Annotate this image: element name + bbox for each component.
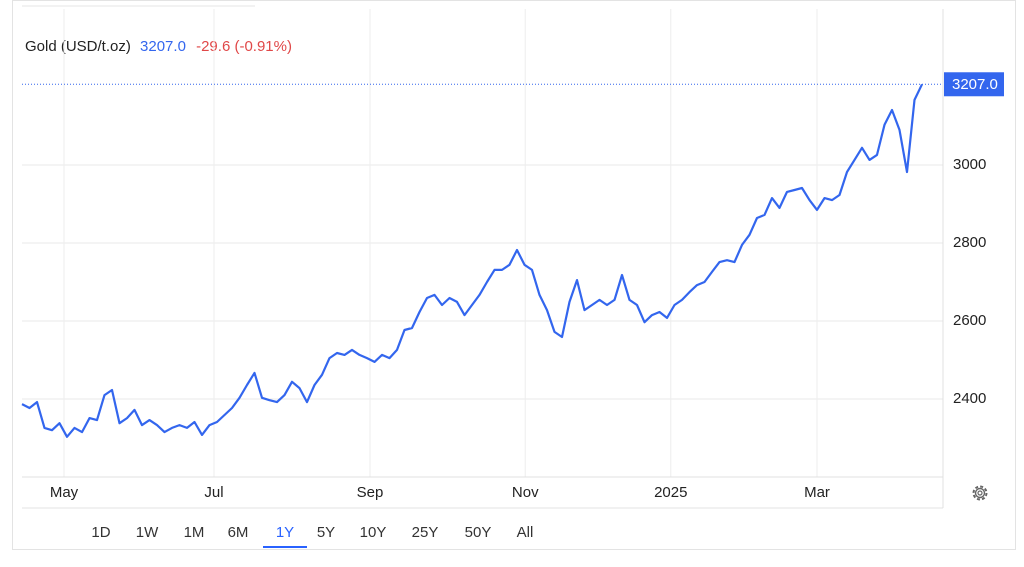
price-change: -29.6 (-0.91%) xyxy=(196,38,292,55)
range-button[interactable]: 1M xyxy=(184,524,205,541)
last-price: 3207.0 xyxy=(140,38,186,55)
settings-icon[interactable] xyxy=(972,485,988,501)
range-button[interactable]: All xyxy=(517,524,534,541)
y-tick-label: 2800 xyxy=(953,234,986,251)
y-tick-label: 2400 xyxy=(953,390,986,407)
y-tick-label: 3000 xyxy=(953,156,986,173)
last-price-box xyxy=(944,72,1004,97)
x-tick-label: 2025 xyxy=(654,484,687,501)
y-tick-label: 2600 xyxy=(953,312,986,329)
range-button[interactable]: 25Y xyxy=(412,524,439,541)
range-button[interactable]: 10Y xyxy=(360,524,387,541)
last-price-label: 3207.0 xyxy=(952,76,998,93)
range-button[interactable]: 5Y xyxy=(317,524,335,541)
range-button[interactable]: 6M xyxy=(228,524,249,541)
x-tick-label: Nov xyxy=(512,484,539,501)
price-line xyxy=(21,83,923,438)
x-tick-label: May xyxy=(50,484,79,501)
range-button[interactable]: 1D xyxy=(91,524,110,541)
x-tick-label: Jul xyxy=(204,484,223,501)
range-underline xyxy=(263,546,307,548)
x-tick-label: Mar xyxy=(804,484,830,501)
range-button[interactable]: 1W xyxy=(136,524,159,541)
chart-header: Gold (USD/t.oz) 3207.0 -29.6 (-0.91%) xyxy=(25,38,292,55)
range-button[interactable]: 1Y xyxy=(276,524,294,541)
chart-title: Gold (USD/t.oz) xyxy=(25,38,131,55)
frame xyxy=(12,0,1016,550)
x-tick-label: Sep xyxy=(357,484,384,501)
range-button[interactable]: 50Y xyxy=(465,524,492,541)
